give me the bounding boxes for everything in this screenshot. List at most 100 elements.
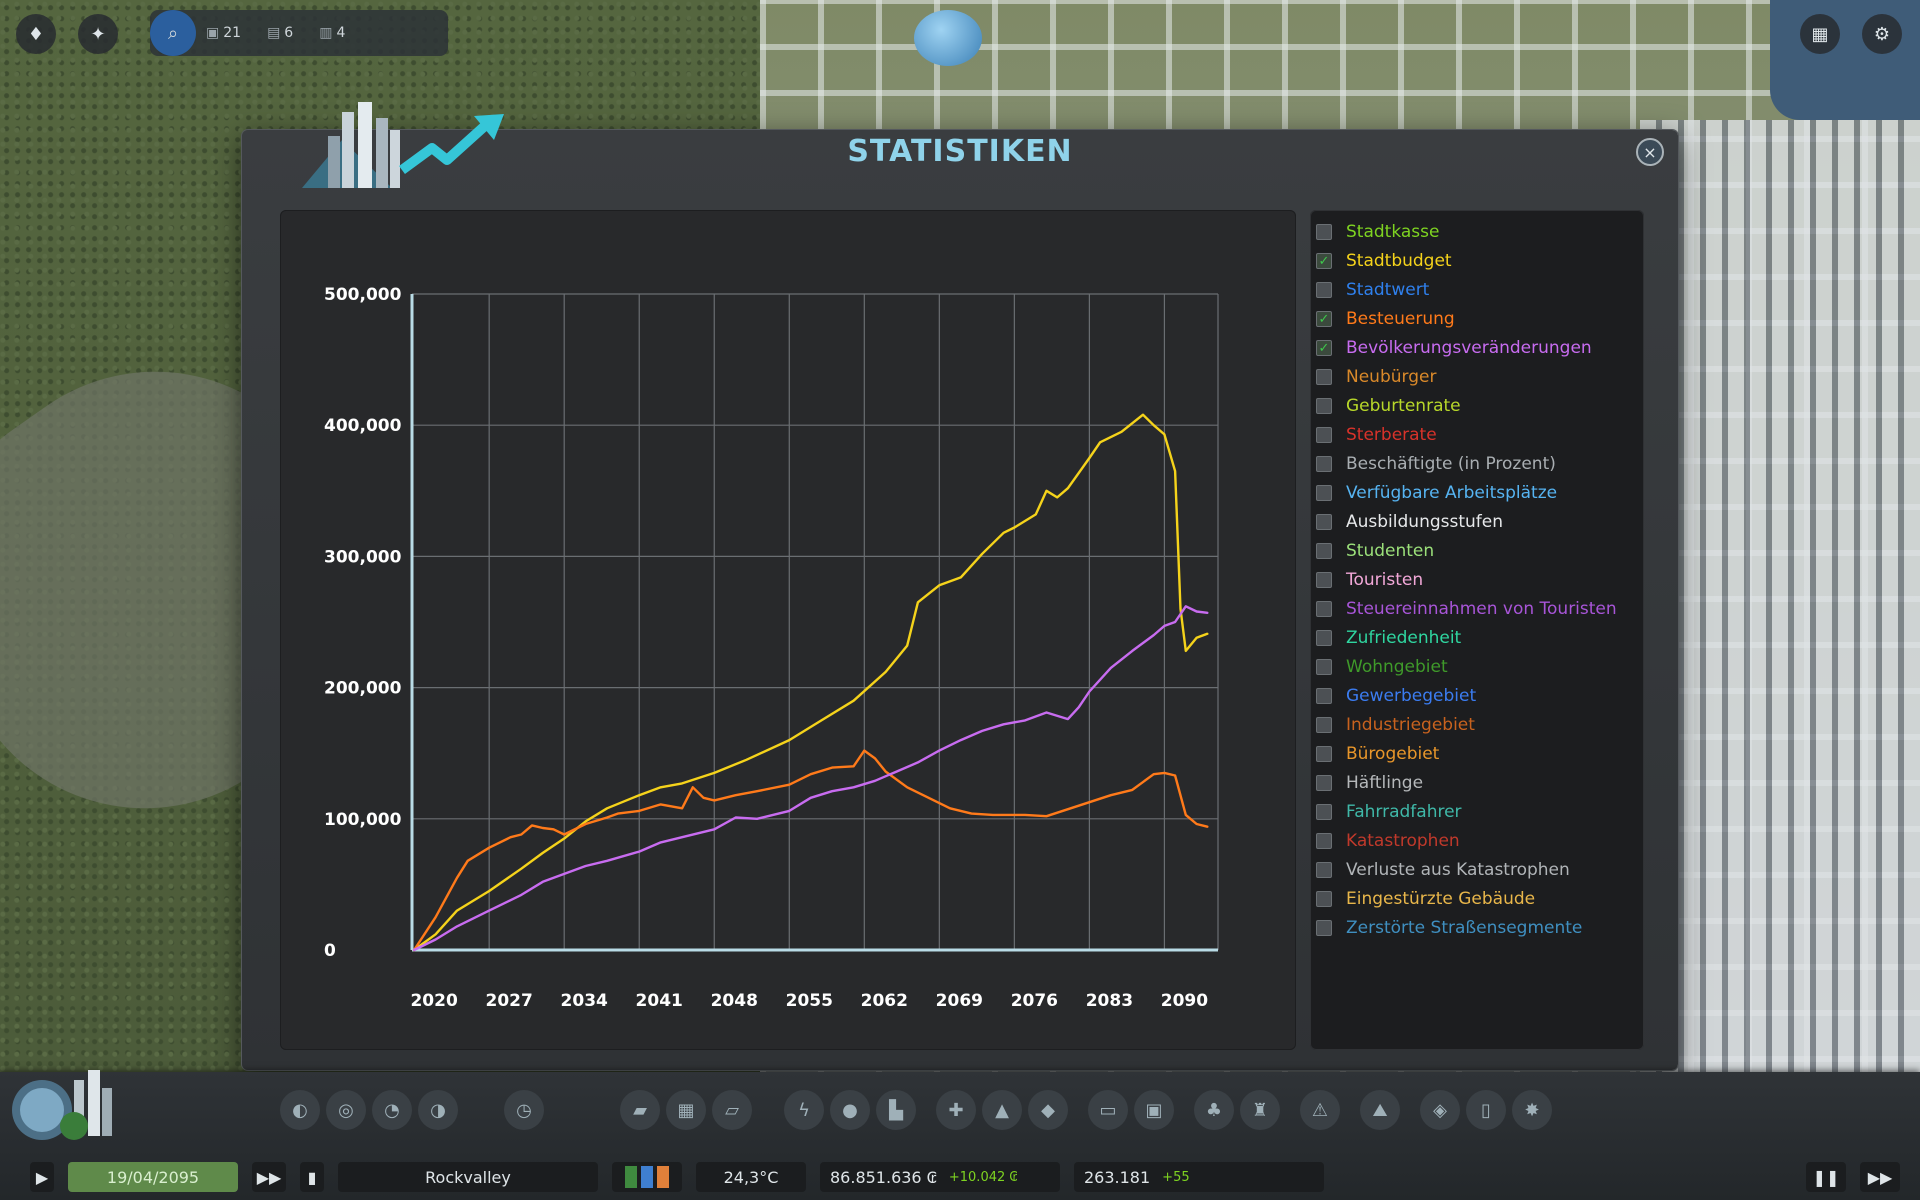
legend-checkbox[interactable] (1316, 456, 1332, 472)
document-icon: ▯ (1481, 1099, 1491, 1121)
legend-item[interactable]: Stadtkasse (1316, 219, 1439, 245)
legend-item[interactable]: Zerstörte Straßensegmente (1316, 915, 1582, 941)
legend-checkbox[interactable] (1316, 282, 1332, 298)
legend-item[interactable]: Touristen (1316, 567, 1423, 593)
electricity-tool[interactable]: ϟ (784, 1090, 824, 1130)
speed-icon: ▶▶ (256, 1167, 282, 1187)
x-tick-label: 2083 (1086, 991, 1133, 1011)
beautification-tool[interactable]: ♣ (1194, 1090, 1234, 1130)
legend-item[interactable]: Beschäftigte (in Prozent) (1316, 451, 1556, 477)
legend-checkbox[interactable] (1316, 630, 1332, 646)
legend-item[interactable]: Verfügbare Arbeitsplätze (1316, 480, 1557, 506)
legend-item[interactable]: Eingestürzte Gebäude (1316, 886, 1535, 912)
roads-tool[interactable]: ◐ (280, 1090, 320, 1130)
legend-checkbox[interactable] (1316, 398, 1332, 414)
legend-label: Gewerbegebiet (1346, 686, 1477, 706)
legend-checkbox[interactable] (1316, 572, 1332, 588)
legend-item[interactable]: Neubürger (1316, 364, 1436, 390)
bulldozer-tool[interactable]: ✸ (1512, 1090, 1552, 1130)
districts-build-tool[interactable]: ▱ (712, 1090, 752, 1130)
legend-checkbox[interactable] (1316, 427, 1332, 443)
police-tool[interactable]: ◆ (1028, 1090, 1068, 1130)
city-name[interactable]: Rockvalley (338, 1162, 598, 1192)
policies-tool[interactable]: ◑ (418, 1090, 458, 1130)
population-display[interactable]: 263.181 +55 (1074, 1162, 1324, 1192)
legend-checkbox[interactable] (1316, 775, 1332, 791)
legend-checkbox[interactable] (1316, 862, 1332, 878)
legend-item[interactable]: Industriegebiet (1316, 712, 1475, 738)
pause-button[interactable]: ❚❚ (1806, 1162, 1846, 1192)
legend-checkbox[interactable] (1316, 717, 1332, 733)
milestone-icon: ♦ (27, 23, 45, 45)
legend-item[interactable]: Katastrophen (1316, 828, 1460, 854)
legend-checkbox[interactable]: ✓ (1316, 340, 1332, 356)
disaster-tool[interactable]: ⚠ (1300, 1090, 1340, 1130)
legend-item[interactable]: Gewerbegebiet (1316, 683, 1476, 709)
transport-tool[interactable]: ▣ (1134, 1090, 1174, 1130)
education-tool[interactable]: ▭ (1088, 1090, 1128, 1130)
fire-tool[interactable]: ▲ (982, 1090, 1022, 1130)
legend-checkbox[interactable] (1316, 659, 1332, 675)
legend-checkbox[interactable] (1316, 833, 1332, 849)
legend-item[interactable]: ✓ Besteuerung (1316, 306, 1455, 332)
legend-item[interactable]: Steuereinnahmen von Touristen (1316, 596, 1617, 622)
districts-tool[interactable]: ◔ (372, 1090, 412, 1130)
city-globe-logo[interactable] (8, 1066, 118, 1156)
legend-item[interactable]: Studenten (1316, 538, 1434, 564)
chart-series (412, 413, 1209, 952)
money-tool[interactable]: ◈ (1420, 1090, 1460, 1130)
play-button[interactable]: ▶ (30, 1162, 54, 1192)
legend-item[interactable]: ✓ Bevölkerungsveränderungen (1316, 335, 1592, 361)
legend-checkbox[interactable] (1316, 543, 1332, 559)
legend-item[interactable]: Sterberate (1316, 422, 1437, 448)
zones-build-tool[interactable]: ▦ (666, 1090, 706, 1130)
legend-checkbox[interactable] (1316, 746, 1332, 762)
fast-forward-button[interactable]: ▶▶ (1860, 1162, 1900, 1192)
legend-item[interactable]: Verluste aus Katastrophen (1316, 857, 1570, 883)
legend-checkbox[interactable] (1316, 601, 1332, 617)
legend-checkbox[interactable] (1316, 804, 1332, 820)
info-views-button[interactable]: ▦ (1800, 14, 1840, 54)
legend-item[interactable]: Zufriedenheit (1316, 625, 1461, 651)
policy-icon: ◑ (430, 1099, 446, 1121)
notes-counter[interactable]: ▤ 6 (267, 25, 294, 41)
info-counter[interactable]: ▥ 4 (319, 25, 346, 41)
chirper-button[interactable]: ✦ (78, 14, 118, 54)
status-row: ▶ 19/04/2095 ▶▶ ▮ Rockvalley 24,3°C 86.8… (30, 1160, 1900, 1194)
legend-item[interactable]: ✓ Stadtbudget (1316, 248, 1452, 274)
legend-item[interactable]: Bürogebiet (1316, 741, 1439, 767)
build-tools: ◐ ◎ ◔ ◑ ◷ ▰ ▦ ▱ ϟ ● ▙ ✚ ▲ ◆ ▭ ▣ ♣ ♜ ⚠ ⛰ … (280, 1090, 1552, 1136)
legend-item[interactable]: Stadtwert (1316, 277, 1429, 303)
legend-item[interactable]: Fahrradfahrer (1316, 799, 1462, 825)
settings-button[interactable]: ⚙ (1862, 14, 1902, 54)
search-button[interactable]: ⌕ (150, 10, 196, 56)
unlocks-button[interactable]: ♦ (16, 14, 56, 54)
zoning-tool[interactable]: ◎ (326, 1090, 366, 1130)
legend-item[interactable]: Häftlinge (1316, 770, 1423, 796)
landscaping-tool[interactable]: ⛰ (1360, 1090, 1400, 1130)
legend-item[interactable]: Geburtenrate (1316, 393, 1461, 419)
legend-item[interactable]: Ausbildungsstufen (1316, 509, 1503, 535)
legend-checkbox[interactable] (1316, 891, 1332, 907)
economy-tool[interactable]: ◷ (504, 1090, 544, 1130)
legend-checkbox[interactable] (1316, 688, 1332, 704)
legend-checkbox[interactable] (1316, 369, 1332, 385)
legend-checkbox[interactable] (1316, 514, 1332, 530)
problems-counter[interactable]: ▣ 21 (206, 25, 242, 41)
legend-item[interactable]: Wohngebiet (1316, 654, 1448, 680)
healthcare-tool[interactable]: ✚ (936, 1090, 976, 1130)
monuments-tool[interactable]: ♜ (1240, 1090, 1280, 1130)
money-display[interactable]: 86.851.636 ₢ +10.042 ₢ (820, 1162, 1060, 1192)
legend-checkbox[interactable] (1316, 224, 1332, 240)
water-tool[interactable]: ● (830, 1090, 870, 1130)
notes-tool[interactable]: ▯ (1466, 1090, 1506, 1130)
roads-build-tool[interactable]: ▰ (620, 1090, 660, 1130)
x-tick-label: 2076 (1011, 991, 1058, 1011)
garbage-tool[interactable]: ▙ (876, 1090, 916, 1130)
close-button[interactable]: × (1636, 138, 1664, 166)
legend-checkbox[interactable]: ✓ (1316, 311, 1332, 327)
speed-button[interactable]: ▶▶ (252, 1162, 286, 1192)
legend-checkbox[interactable] (1316, 920, 1332, 936)
legend-checkbox[interactable] (1316, 485, 1332, 501)
legend-checkbox[interactable]: ✓ (1316, 253, 1332, 269)
